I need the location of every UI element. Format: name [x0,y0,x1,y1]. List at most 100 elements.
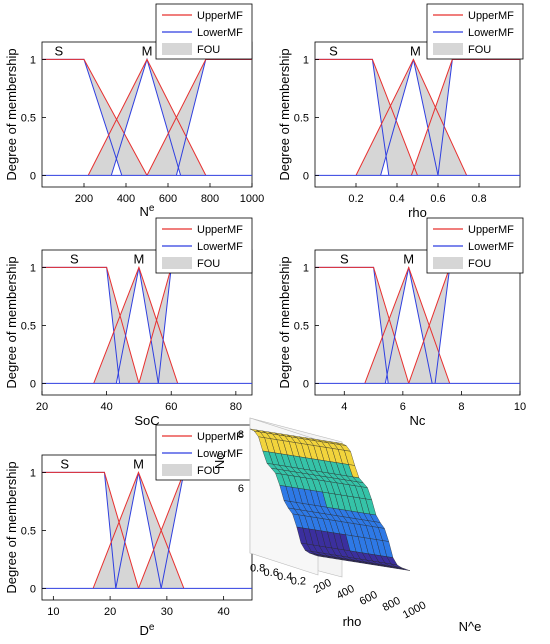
fou-S [42,59,147,176]
x-tick-label: 400 [117,193,135,205]
z-tick-label: 8 [238,429,244,441]
y-tick-label: 0 [30,378,36,390]
upper-mf-S [42,471,139,589]
upper-mf-H [410,58,520,176]
x-tick-label: 600 [159,193,177,205]
y-tick-label: 1 [303,54,309,66]
upper-mf-S [42,58,148,176]
mf-label-S: S [60,456,69,471]
x-tick-label: 200 [75,193,93,205]
x-tick-label: 30 [161,606,173,618]
x-axis-label: Nc [410,413,426,428]
fou-H [408,267,520,384]
fou-H [138,472,252,589]
legend-label-3: FOU [468,44,491,56]
legend: UpperMF LowerMF FOU [155,217,253,274]
fou-H [147,59,252,176]
legend-swatch-3 [433,257,463,269]
x-tick-label: 10 [514,401,526,413]
y-tick-label: 0 [30,170,36,182]
legend-swatch-3 [162,43,192,55]
legend-label-3: FOU [197,258,220,270]
legend-label-2: LowerMF [197,241,243,253]
x-tick-label: 8 [458,401,464,413]
legend-swatch-3 [433,43,463,55]
x-tick-label: 80 [230,401,242,413]
y-tick-label: 1 [30,262,36,274]
y-tick-label: 0.5 [21,320,36,332]
legend-label-3: FOU [197,465,220,477]
x-tick-label: 40 [100,401,112,413]
legend: UpperMF LowerMF FOU [426,3,524,60]
x-tick-label: 0.8 [471,193,486,205]
legend: UpperMF LowerMF FOU [426,217,524,274]
upper-mf-S [315,266,410,384]
legend-label-1: UpperMF [468,224,514,236]
upper-mf-S [315,58,418,176]
y-axis-label: Degree of membership [277,256,292,388]
x-tick-label: 20 [104,606,116,618]
x-tick-label: 0.4 [389,193,404,205]
x-axis-label: rho [408,205,427,220]
y-tick-label: 0 [30,583,36,595]
x-tick-label: 60 [165,401,177,413]
mf-label-M: M [403,251,414,266]
ne-tick-label: 200 [312,577,334,596]
fou-H [138,267,252,384]
rho-axis-label: rho [343,614,362,629]
fou-H [411,59,520,176]
y-tick-label: 0.5 [294,320,309,332]
upper-mf-S [42,266,140,384]
axes-box [41,41,253,188]
legend: UpperMF LowerMF FOU [155,3,253,60]
x-tick-label: 0.6 [430,193,445,205]
x-tick-label: 10 [47,606,59,618]
legend-label-1: UpperMF [197,431,243,443]
y-axis-label: Degree of membership [4,48,19,180]
mf-label-M: M [410,43,421,58]
ne-axis-label: N^e [459,619,482,634]
fou-S [315,59,418,176]
y-axis-label: Degree of membership [277,48,292,180]
z-tick-label: 6 [238,483,244,495]
ne-tick-label: 400 [335,583,357,602]
y-tick-label: 1 [30,467,36,479]
y-tick-label: 1 [303,262,309,274]
x-tick-label: 6 [400,401,406,413]
y-tick-label: 0.5 [294,112,309,124]
legend-label-1: UpperMF [468,10,514,22]
legend-label-2: LowerMF [468,241,514,253]
x-tick-label: 1000 [240,193,264,205]
mf-label-S: S [329,43,338,58]
legend-label-1: UpperMF [197,224,243,236]
y-axis-label: Degree of membership [4,461,19,593]
mf-label-M: M [133,456,144,471]
rho-tick-label: 0.6 [264,567,279,579]
upper-mf-M [93,265,179,384]
x-tick-label: 0.2 [348,193,363,205]
legend-label-3: FOU [468,258,491,270]
ne-tick-label: 800 [381,595,403,614]
x-tick-label: 20 [36,401,48,413]
mf-label-M: M [134,251,145,266]
y-axis-label: Degree of membership [4,256,19,388]
ne-tick-label: 600 [358,589,380,608]
legend-swatch-3 [162,257,192,269]
mf-label-S: S [54,43,63,58]
x-tick-label: 800 [201,193,219,205]
legend-label-2: LowerMF [197,448,243,460]
x-tick-label: 40 [217,606,229,618]
ne-tick-label: 1000 [401,599,428,621]
legend-label-2: LowerMF [468,27,514,39]
x-tick-label: 4 [341,401,347,413]
y-tick-label: 0.5 [21,112,36,124]
x-axis-label: De [140,622,155,639]
rho-tick-label: 0.2 [291,576,306,588]
